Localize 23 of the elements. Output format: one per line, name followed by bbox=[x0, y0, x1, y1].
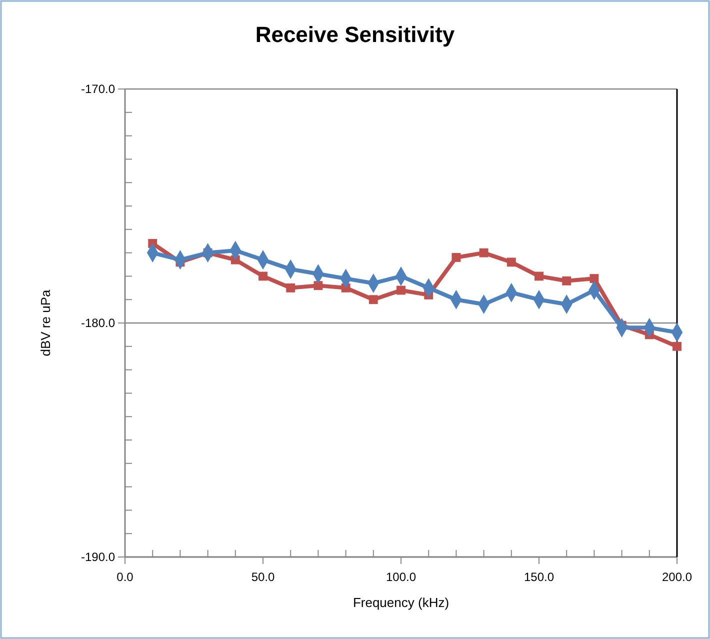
point bbox=[314, 281, 323, 290]
point bbox=[479, 248, 488, 258]
y-axis-title: dBV re uPa bbox=[38, 288, 53, 356]
point bbox=[534, 272, 544, 281]
y-tick-label: -190.0 bbox=[80, 550, 116, 564]
x-tick-label: 200.0 bbox=[662, 570, 692, 584]
x-axis-title: Frequency (kHz) bbox=[352, 595, 450, 610]
point bbox=[396, 286, 406, 295]
point bbox=[562, 276, 572, 286]
x-tick-label: 50.0 bbox=[251, 570, 275, 584]
x-tick-label: 0.0 bbox=[116, 570, 134, 584]
point bbox=[672, 342, 682, 351]
point bbox=[368, 295, 378, 304]
point bbox=[258, 272, 268, 281]
point bbox=[452, 253, 461, 262]
y-tick-label: -180.0 bbox=[80, 316, 116, 330]
x-tick-label: 100.0 bbox=[386, 570, 416, 584]
x-tick-label: 150.0 bbox=[524, 570, 554, 584]
y-tick-label: -170.0 bbox=[80, 82, 116, 96]
point bbox=[590, 274, 599, 284]
chart-title: Receive Sensitivity bbox=[255, 22, 456, 47]
point bbox=[286, 283, 296, 292]
point bbox=[506, 258, 516, 267]
